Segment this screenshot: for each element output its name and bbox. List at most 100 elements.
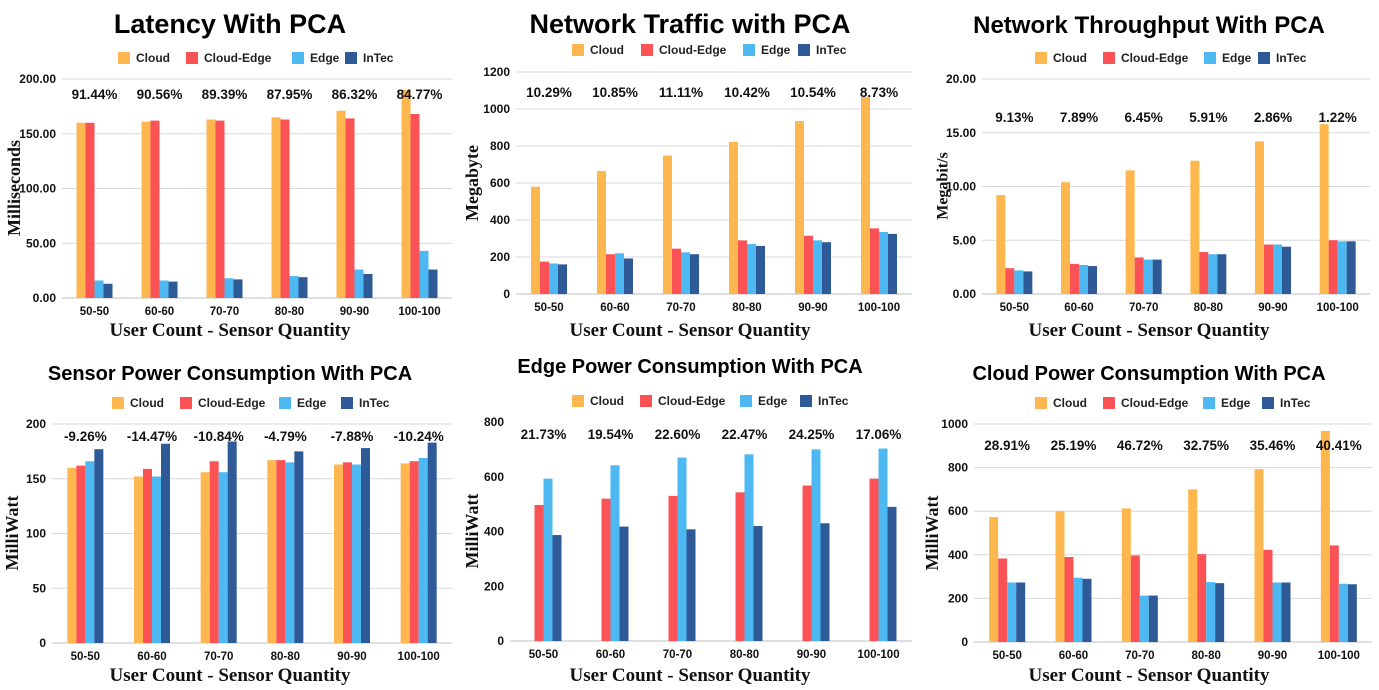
percentage-annotation: 1.22% [1319,110,1357,125]
bar-cloud-90-90 [1255,141,1264,294]
edge-power-chart-panel: Edge Power Consumption With PCA Cloud Clou… [460,345,920,690]
chart-svg: Network Traffic with PCA Cloud Cloud-Edge E… [462,9,912,341]
legend-label-intec: InTec [818,394,849,408]
y-tick-label: 100.00 [19,182,56,196]
bar-edge-60-60 [610,465,620,641]
bar-edge-100-100 [879,232,888,294]
percentage-annotation: 86.32% [332,87,378,102]
legend-label-edge: Edge [1221,396,1251,410]
bar-edge-60-60 [1073,577,1083,642]
bar-cloud-edge-60-60 [143,468,152,643]
legend-swatch-edge [740,395,752,407]
bar-cloud-70-70 [663,155,672,294]
bar-cloud-80-80 [1188,489,1198,642]
bar-intec-70-70 [227,441,237,643]
bar-edge-70-70 [681,252,690,294]
percentage-annotation: -10.24% [394,429,444,444]
y-tick-label: 800 [484,415,504,429]
bar-cloud-edge-70-70 [1134,257,1144,294]
bar-cloud-edge-60-60 [150,120,160,298]
chart-title: Latency With PCA [114,9,346,39]
bar-cloud-edge-50-50 [998,558,1008,642]
percentage-annotation: 8.73% [860,85,898,100]
percentage-annotation: 2.86% [1254,110,1292,125]
bar-edge-90-90 [352,464,361,643]
bar-intec-80-80 [753,526,763,641]
bar-intec-60-60 [161,443,170,643]
bar-cloud-edge-90-90 [802,485,812,641]
legend-label-cloud-edge: Cloud-Edge [659,43,727,57]
bar-intec-50-50 [94,449,104,643]
x-tick-label: 70-70 [666,302,695,314]
x-axis-label: User Count - Sensor Quantity [1028,665,1270,686]
legend-swatch-cloud [112,397,124,409]
bar-cloud-50-50 [996,195,1006,294]
bar-cloud-70-70 [200,472,210,643]
legend-label-edge: Edge [761,43,791,57]
bar-cloud-edge-60-60 [1070,263,1079,294]
bar-cloud-edge-70-70 [1130,555,1140,642]
percentage-annotation: 10.29% [526,85,572,100]
percentage-annotation: 90.56% [137,87,183,102]
y-tick-label: 1000 [941,417,968,431]
bar-cloud-edge-80-80 [280,119,290,298]
legend-swatch-cloud-edge [180,397,192,409]
bar-cloud-edge-100-100 [409,461,419,643]
legend-label-cloud-edge: Cloud-Edge [1121,396,1189,410]
bar-cloud-edge-50-50 [540,261,549,294]
y-tick-label: 0 [961,635,968,649]
bar-edge-100-100 [418,457,428,643]
x-tick-label: 50-50 [992,650,1021,662]
bar-edge-70-70 [218,472,228,643]
bar-cloud-edge-100-100 [1328,240,1338,294]
bar-intec-100-100 [1347,584,1357,642]
legend-swatch-edge [279,397,291,409]
x-tick-label: 90-90 [1258,650,1287,662]
legend-swatch-intec [341,397,353,409]
x-tick-label: 60-60 [600,302,629,314]
percentage-annotation: 6.45% [1125,110,1163,125]
x-tick-label: 90-90 [1258,302,1287,314]
legend-swatch-cloud [118,52,130,64]
x-tick-label: 70-70 [663,649,692,661]
y-tick-label: 10.00 [946,180,976,194]
x-tick-label: 100-100 [1317,302,1359,314]
bar-cloud-edge-50-50 [534,504,544,641]
y-tick-label: 0.00 [33,291,57,305]
bar-cloud-100-100 [401,89,411,298]
y-tick-label: 50 [33,581,47,595]
bar-cloud-60-60 [597,170,606,294]
bar-intec-50-50 [558,264,567,294]
bar-intec-60-60 [1088,266,1097,294]
bar-cloud-90-90 [336,110,346,298]
bar-intec-80-80 [756,245,765,294]
bar-edge-90-90 [813,240,822,294]
legend-label-intec: InTec [1280,396,1311,410]
x-tick-label: 80-80 [732,302,761,314]
legend-swatch-intec [800,395,812,407]
percentage-annotation: 22.60% [655,427,701,442]
bar-cloud-edge-100-100 [870,228,879,294]
bar-edge-60-60 [1079,264,1088,294]
legend-swatch-cloud-edge [186,52,198,64]
legend-label-cloud-edge: Cloud-Edge [1121,51,1189,65]
bar-intec-90-90 [820,523,830,641]
legend-label-edge: Edge [1222,51,1252,65]
bar-cloud-60-60 [134,476,143,643]
bar-edge-90-90 [1273,244,1282,294]
x-tick-label: 50-50 [71,651,100,663]
chart-title: Network Throughput With PCA [973,12,1325,39]
y-tick-label: 200 [26,417,46,431]
bar-cloud-edge-80-80 [1199,252,1209,294]
x-tick-label: 80-80 [1194,302,1223,314]
legend-swatch-cloud-edge [1103,397,1115,409]
bar-cloud-edge-80-80 [735,492,745,641]
bar-edge-50-50 [543,478,553,641]
bar-intec-70-70 [233,279,243,298]
legend-swatch-cloud-edge [641,44,653,56]
bar-edge-90-90 [1272,582,1282,642]
bar-cloud-edge-60-60 [606,254,615,294]
bar-cloud-edge-70-70 [672,248,681,294]
bar-intec-100-100 [427,442,437,643]
bar-edge-50-50 [1007,582,1017,642]
